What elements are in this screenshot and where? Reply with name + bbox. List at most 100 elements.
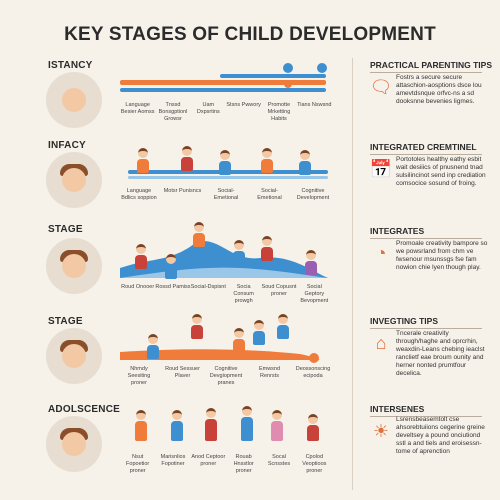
teen-figure xyxy=(170,410,184,441)
tip-title: INTEGRATES xyxy=(370,226,425,236)
timeline-bars xyxy=(120,142,328,188)
child-figure xyxy=(232,240,246,265)
teen-figure xyxy=(134,410,148,441)
milestone-label: Socia Consum prowgh xyxy=(233,284,254,304)
house-icon: ⌂ xyxy=(375,332,387,353)
tip-title: INVEGTING TIPS xyxy=(370,316,439,326)
child-figure xyxy=(252,320,266,345)
timeline-bars xyxy=(120,60,328,100)
milestone-label: Language Bdlics soppion xyxy=(121,188,157,201)
chat-heart-icon: 🗨 xyxy=(369,76,393,97)
milestone-label: Marisnlios Fopotiner xyxy=(160,454,186,467)
light-blue-bar xyxy=(128,176,328,179)
column-divider xyxy=(352,58,353,490)
timeline-wave xyxy=(120,222,328,282)
milestone-label: Stsns Pwwory xyxy=(226,102,261,108)
wave-svg xyxy=(120,241,328,278)
milestone-labels: Nsut Fopoetior proner Marisnlios Fopotin… xyxy=(120,454,332,475)
milestone-label: Nhmdy Seesiting proner xyxy=(127,366,151,386)
calendar-icon: 📅 xyxy=(369,158,393,179)
stage-label: ADOLSCENCE xyxy=(48,404,121,415)
milestone-label: Tians Nswsnd xyxy=(297,102,332,108)
milestone-label: Rossd Pamiss xyxy=(155,284,191,290)
milestone-label: Promotte Mrketting Habits xyxy=(267,102,291,122)
stage-label: ISTANCY xyxy=(48,60,93,71)
child-face-icon xyxy=(62,168,86,192)
milestone-label: Deossonscing ecipoda xyxy=(295,366,331,379)
stage-row: STAGE Nhmdy Seesiting proner Roud Sessue… xyxy=(0,314,500,400)
timeline-svg xyxy=(120,349,320,363)
stage-label: INFACY xyxy=(48,140,86,151)
milestone-label: Social-Dspisnt xyxy=(190,284,226,290)
baby-face-icon xyxy=(62,88,86,112)
child-figure xyxy=(276,314,290,339)
child-figure xyxy=(180,146,194,171)
page-title: KEY STAGES OF CHILD DEVELOPMENT xyxy=(64,24,436,45)
child-face-icon xyxy=(62,432,86,456)
milestone-marker xyxy=(284,80,292,88)
milestone-label: Motsr Punisncs xyxy=(163,188,202,194)
stage-row: ADOLSCENCE Nsut Fopoetior proner Marisnl… xyxy=(0,402,500,496)
tip-divider xyxy=(370,328,482,329)
stage-row: ISTANCY Language Besier Aomss Tnssd Bons… xyxy=(0,58,500,138)
milestone-label: Social Geptory Bevopment xyxy=(300,284,329,304)
figures-row xyxy=(120,402,328,452)
child-figure xyxy=(192,222,206,247)
milestone-label: Tnssd Bonsgptionl Growsr xyxy=(158,102,188,122)
timeline-svg xyxy=(120,63,327,92)
tip-divider xyxy=(370,416,482,417)
child-figure xyxy=(298,150,312,175)
child-figure xyxy=(134,244,148,269)
milestone-label: Cognitive Development xyxy=(296,188,330,201)
child-figure xyxy=(218,150,232,175)
milestone-label: Roud Sessuer Plaver xyxy=(165,366,200,379)
tip-divider xyxy=(370,154,482,155)
child-face-icon xyxy=(62,254,86,278)
school-age-avatar xyxy=(46,328,102,384)
child-figure xyxy=(304,250,318,275)
milestone-label: Socal Scnsstes xyxy=(267,454,291,467)
child-figure xyxy=(146,334,160,359)
speedometer-icon: ◔ xyxy=(375,242,387,263)
orange-bar xyxy=(120,80,326,85)
stage-label: STAGE xyxy=(48,224,83,235)
child-figure xyxy=(260,148,274,173)
child-figure xyxy=(136,148,150,173)
tip-text: Promoale creativity bampore so we powsrl… xyxy=(396,240,488,271)
teen-figure xyxy=(270,410,284,441)
preschooler-avatar xyxy=(46,238,102,294)
milestone-label: Anod Ceptoor proner xyxy=(191,454,226,467)
milestone-label: Soud Copusnt proner xyxy=(261,284,297,297)
tip-text: Lsrensbeasemtolt cse ahsorebtuiions cege… xyxy=(396,416,485,455)
tip-title: PRACTICAL PARENTING TIPS xyxy=(370,60,492,70)
tip-divider xyxy=(370,72,482,73)
tip-text: Fostrs a secure secure attaschion-aospti… xyxy=(396,74,482,105)
milestone-labels: Language Besier Aomss Tnssd Bonsgptionl … xyxy=(120,102,332,123)
stage-label: STAGE xyxy=(48,316,83,327)
orange-curve xyxy=(120,349,320,360)
milestone-label: Social-Emetional xyxy=(257,188,282,201)
milestone-label: Roud Onooer xyxy=(121,284,155,290)
child-face-icon xyxy=(62,344,86,368)
milestone-label: Language Besier Aomss xyxy=(120,102,155,115)
milestone-label: Rouab Hnsstlor proner xyxy=(233,454,254,474)
child-figure xyxy=(232,328,246,353)
toddler-avatar xyxy=(46,152,102,208)
tip-text: Portotoles healthy eathy esbit wait desi… xyxy=(396,156,486,187)
blue-bar xyxy=(120,88,326,92)
milestone-label: Cpolod Veoptioos proner xyxy=(302,454,327,474)
child-figure xyxy=(260,236,274,261)
milestone-labels: Nhmdy Seesiting proner Roud Sessuer Plav… xyxy=(120,366,332,387)
teen-figure xyxy=(306,414,320,441)
stage-row: INFACY Language Bdlics soppion Motsr Pun… xyxy=(0,138,500,220)
infant-avatar xyxy=(46,72,102,128)
stage-row: STAGE Roud Onooer Rossd Pamiss Social-Ds… xyxy=(0,222,500,312)
milestone-label: Social-Emetional xyxy=(213,188,239,201)
child-figure xyxy=(190,314,204,339)
blue-upper-bar xyxy=(220,74,326,78)
tip-title: INTEGRATED CREMTINEL xyxy=(370,142,477,152)
tip-title: INTERSENES xyxy=(370,404,425,414)
milestone-labels: Language Bdlics soppion Motsr Punisncs S… xyxy=(120,188,332,202)
milestone-label: Cognitive Devgiopment pranes xyxy=(209,366,243,386)
adolescent-avatar xyxy=(46,416,102,472)
